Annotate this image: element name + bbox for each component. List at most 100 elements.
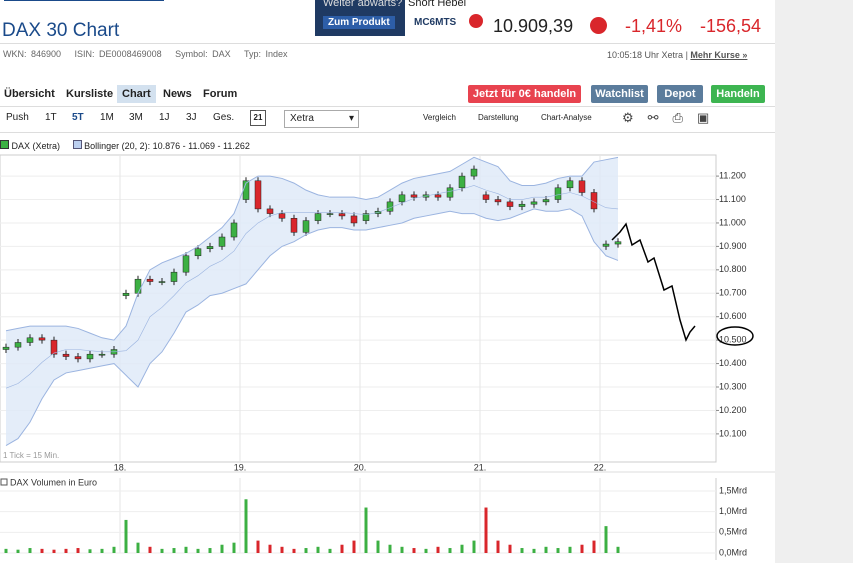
range[interactable]: Push xyxy=(6,112,29,123)
candle-body xyxy=(578,180,586,193)
candle-body xyxy=(362,213,370,221)
y-tick-label: 1,5Mrd xyxy=(719,485,747,495)
tool-icons[interactable]: ⚙⚯⎙▣ xyxy=(622,110,724,125)
button[interactable]: Depot xyxy=(657,85,703,103)
tab[interactable]: Chart xyxy=(117,85,156,103)
range[interactable]: 3M xyxy=(129,112,143,123)
legend-label: Bollinger (20, 2): 10.876 - 11.069 - 11.… xyxy=(84,141,250,151)
candle-body xyxy=(458,175,466,189)
volume-bar xyxy=(616,546,620,553)
volume-bar xyxy=(472,540,476,553)
hand-drawing xyxy=(611,222,696,343)
candle-body xyxy=(482,194,490,200)
volume-bar xyxy=(172,548,176,553)
candle-body xyxy=(278,213,286,219)
wkn: WKN: 846900 xyxy=(3,49,62,59)
y-tick-label: 1,0Mrd xyxy=(719,506,747,516)
y-tick-label: 10.300 xyxy=(719,381,747,391)
volume-bar xyxy=(568,546,572,553)
candle-body xyxy=(182,255,190,273)
y-tick-label: 10.700 xyxy=(719,288,747,298)
range[interactable]: 1M xyxy=(100,112,114,123)
volume-bar xyxy=(16,549,20,553)
candle-body xyxy=(338,213,346,217)
range[interactable]: 1T xyxy=(45,112,57,123)
volume-bar xyxy=(268,544,272,553)
candle-body xyxy=(386,201,394,212)
menu[interactable]: Vergleich xyxy=(423,113,456,122)
band-fill xyxy=(6,157,618,446)
candle-body xyxy=(170,271,178,282)
candle-body xyxy=(410,194,418,198)
volume-bar xyxy=(160,548,164,553)
isin: ISIN: DE0008469008 xyxy=(74,49,162,59)
range[interactable]: Ges. xyxy=(213,112,235,123)
candle-body xyxy=(506,201,514,207)
volume-bar xyxy=(484,507,488,553)
volume-bar xyxy=(4,548,8,553)
button[interactable]: Jetzt für 0€ handeln xyxy=(468,85,581,103)
range[interactable]: 3J xyxy=(186,112,197,123)
menu[interactable]: Darstellung xyxy=(478,113,519,122)
divider xyxy=(0,43,775,44)
button[interactable]: Watchlist xyxy=(591,85,648,103)
y-tick-label: 10.100 xyxy=(719,428,747,438)
volume-bar xyxy=(448,548,452,553)
candle-body xyxy=(266,208,274,214)
volume-bar xyxy=(556,548,560,553)
x-tick-label: 19. xyxy=(234,462,247,472)
promo-box: Short Hebel MC6MTS xyxy=(405,0,490,36)
meta: WKN: 846900 ISIN: DE0008469008 Symbol: D… xyxy=(3,49,288,59)
volume-bar xyxy=(520,548,524,553)
promo-code: MC6MTS xyxy=(414,17,457,28)
tab[interactable]: Übersicht xyxy=(4,88,55,100)
tab[interactable]: News xyxy=(163,88,192,100)
candle-body xyxy=(218,236,226,247)
volume-bar xyxy=(64,548,68,553)
promo[interactable]: Weiter abwärts? Zum Produkt Short Hebel … xyxy=(315,0,490,36)
band-upper xyxy=(5,156,619,341)
candle-body xyxy=(566,180,574,189)
calendar[interactable]: 21 xyxy=(250,110,266,126)
volume-bar xyxy=(388,544,392,553)
x-tick-label: 22. xyxy=(594,462,607,472)
candle-body xyxy=(230,222,238,238)
volume-bar xyxy=(532,548,536,553)
y-tick-label: 10.200 xyxy=(719,405,747,415)
tab[interactable]: Kursliste xyxy=(66,88,114,100)
time: 10:05:18 Uhr Xetra xyxy=(607,50,684,60)
y-tick-label: 0,5Mrd xyxy=(719,527,747,537)
promo-button[interactable]: Zum Produkt xyxy=(323,16,395,29)
volume-swatch xyxy=(0,478,8,486)
x-tick-label: 18. xyxy=(114,462,127,472)
tab[interactable]: Forum xyxy=(203,88,238,100)
y-tick-label: 11.200 xyxy=(719,170,746,180)
more-link[interactable]: Mehr Kurse » xyxy=(690,50,748,60)
price: 10.909,39 xyxy=(493,16,574,36)
volume-bar xyxy=(40,548,44,553)
volume-bar xyxy=(364,507,368,553)
change-pct: -1,41% xyxy=(625,16,683,36)
volume-bar xyxy=(352,540,356,553)
y-tick-label: 10.400 xyxy=(719,358,747,368)
candle-body xyxy=(446,187,454,198)
candle-body xyxy=(470,168,478,177)
candle-body xyxy=(26,337,34,343)
band-lower xyxy=(5,208,619,447)
candle-body xyxy=(74,356,82,360)
exchange-select[interactable]: Xetra ▾ xyxy=(284,110,359,128)
volume-bar xyxy=(544,546,548,553)
range[interactable]: 1J xyxy=(159,112,170,123)
button[interactable]: Handeln xyxy=(711,85,765,103)
legend: DAX (Xetra) Bollinger (20, 2): 10.876 - … xyxy=(0,140,250,151)
candle-body xyxy=(14,342,22,348)
y-tick-label: 0,0Mrd xyxy=(719,547,747,557)
candle-body xyxy=(194,248,202,257)
volume-bar xyxy=(208,548,212,553)
promo-question: Weiter abwärts? xyxy=(323,0,403,9)
menu[interactable]: Chart-Analyse xyxy=(541,113,592,122)
range[interactable]: 5T xyxy=(72,112,84,123)
candle-body xyxy=(554,187,562,200)
volume-bar xyxy=(400,546,404,553)
candle-body xyxy=(290,218,298,233)
